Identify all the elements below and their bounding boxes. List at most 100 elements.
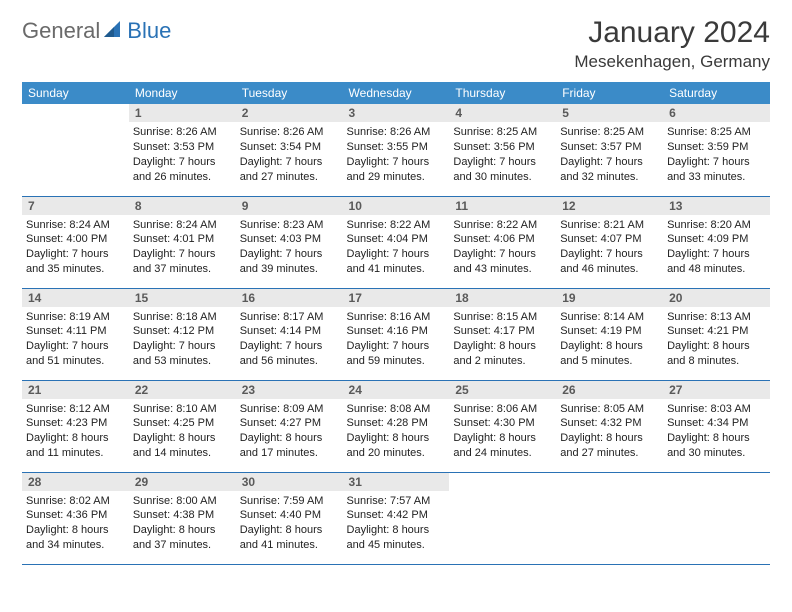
sunset-time: 4:36 PM [66, 509, 107, 521]
day-details: Sunrise: 8:12 AMSunset: 4:23 PMDaylight:… [22, 399, 129, 465]
sunrise-time: 8:24 AM [69, 219, 109, 231]
day-details: Sunrise: 8:19 AMSunset: 4:11 PMDaylight:… [22, 307, 129, 373]
day-number: 6 [663, 104, 770, 122]
daylight-duration: 8 hours and 37 minutes. [133, 524, 216, 551]
daylight-duration: 7 hours and 35 minutes. [26, 248, 109, 275]
sunrise-time: 7:57 AM [390, 495, 430, 507]
day-number: 18 [449, 289, 556, 307]
day-details: Sunrise: 8:02 AMSunset: 4:36 PMDaylight:… [22, 491, 129, 557]
sunrise-time: 8:22 AM [497, 219, 537, 231]
calendar-week-row: 28Sunrise: 8:02 AMSunset: 4:36 PMDayligh… [22, 472, 770, 564]
day-details: Sunrise: 8:25 AMSunset: 3:59 PMDaylight:… [663, 122, 770, 188]
calendar-day-cell: 11Sunrise: 8:22 AMSunset: 4:06 PMDayligh… [449, 196, 556, 288]
page-header: General Blue January 2024 Mesekenhagen, … [22, 16, 770, 72]
sunset-time: 4:12 PM [173, 325, 214, 337]
dow-header: Friday [556, 82, 663, 104]
calendar-day-cell: 20Sunrise: 8:13 AMSunset: 4:21 PMDayligh… [663, 288, 770, 380]
day-details: Sunrise: 8:13 AMSunset: 4:21 PMDaylight:… [663, 307, 770, 373]
day-number: 23 [236, 381, 343, 399]
calendar-day-cell: 18Sunrise: 8:15 AMSunset: 4:17 PMDayligh… [449, 288, 556, 380]
logo: General Blue [22, 18, 171, 44]
day-number: 22 [129, 381, 236, 399]
daylight-duration: 7 hours and 32 minutes. [560, 156, 643, 183]
day-number: 19 [556, 289, 663, 307]
calendar-day-cell: 30Sunrise: 7:59 AMSunset: 4:40 PMDayligh… [236, 472, 343, 564]
sunset-time: 4:25 PM [173, 417, 214, 429]
sunrise-time: 8:25 AM [710, 126, 750, 138]
calendar-day-cell: 14Sunrise: 8:19 AMSunset: 4:11 PMDayligh… [22, 288, 129, 380]
sunset-time: 4:28 PM [387, 417, 428, 429]
daylight-duration: 7 hours and 51 minutes. [26, 340, 109, 367]
day-details: Sunrise: 8:21 AMSunset: 4:07 PMDaylight:… [556, 215, 663, 281]
daylight-duration: 7 hours and 27 minutes. [240, 156, 323, 183]
calendar-day-cell: 25Sunrise: 8:06 AMSunset: 4:30 PMDayligh… [449, 380, 556, 472]
calendar-day-cell: 31Sunrise: 7:57 AMSunset: 4:42 PMDayligh… [343, 472, 450, 564]
day-number: 31 [343, 473, 450, 491]
logo-text-blue: Blue [127, 18, 171, 44]
calendar-day-cell: 21Sunrise: 8:12 AMSunset: 4:23 PMDayligh… [22, 380, 129, 472]
calendar-day-cell: 16Sunrise: 8:17 AMSunset: 4:14 PMDayligh… [236, 288, 343, 380]
sunrise-time: 8:26 AM [390, 126, 430, 138]
daylight-duration: 8 hours and 27 minutes. [560, 432, 643, 459]
day-details: Sunrise: 8:05 AMSunset: 4:32 PMDaylight:… [556, 399, 663, 465]
day-details: Sunrise: 8:26 AMSunset: 3:53 PMDaylight:… [129, 122, 236, 188]
sunset-time: 4:27 PM [280, 417, 321, 429]
day-number: 21 [22, 381, 129, 399]
daylight-duration: 8 hours and 14 minutes. [133, 432, 216, 459]
day-details: Sunrise: 8:25 AMSunset: 3:57 PMDaylight:… [556, 122, 663, 188]
sunrise-time: 8:17 AM [283, 311, 323, 323]
day-details: Sunrise: 8:24 AMSunset: 4:01 PMDaylight:… [129, 215, 236, 281]
dow-header: Wednesday [343, 82, 450, 104]
calendar-week-row: 21Sunrise: 8:12 AMSunset: 4:23 PMDayligh… [22, 380, 770, 472]
sunrise-time: 8:22 AM [390, 219, 430, 231]
sunrise-time: 8:24 AM [176, 219, 216, 231]
daylight-duration: 8 hours and 2 minutes. [453, 340, 536, 367]
sunrise-time: 8:21 AM [604, 219, 644, 231]
day-number: 5 [556, 104, 663, 122]
calendar-day-cell: 12Sunrise: 8:21 AMSunset: 4:07 PMDayligh… [556, 196, 663, 288]
day-number: 8 [129, 197, 236, 215]
sunset-time: 4:07 PM [601, 233, 642, 245]
daylight-duration: 7 hours and 29 minutes. [347, 156, 430, 183]
daylight-duration: 8 hours and 30 minutes. [667, 432, 750, 459]
sunset-time: 4:42 PM [387, 509, 428, 521]
daylight-duration: 7 hours and 46 minutes. [560, 248, 643, 275]
daylight-duration: 7 hours and 33 minutes. [667, 156, 750, 183]
daylight-duration: 7 hours and 39 minutes. [240, 248, 323, 275]
calendar-day-cell: 29Sunrise: 8:00 AMSunset: 4:38 PMDayligh… [129, 472, 236, 564]
day-details: Sunrise: 8:08 AMSunset: 4:28 PMDaylight:… [343, 399, 450, 465]
daylight-duration: 8 hours and 5 minutes. [560, 340, 643, 367]
day-details: Sunrise: 8:18 AMSunset: 4:12 PMDaylight:… [129, 307, 236, 373]
page-title: January 2024 [574, 16, 770, 50]
calendar-day-cell: 1Sunrise: 8:26 AMSunset: 3:53 PMDaylight… [129, 104, 236, 196]
sunset-time: 3:59 PM [707, 141, 748, 153]
day-number: 16 [236, 289, 343, 307]
calendar-day-cell: 27Sunrise: 8:03 AMSunset: 4:34 PMDayligh… [663, 380, 770, 472]
sunset-time: 4:01 PM [173, 233, 214, 245]
calendar-day-cell: 8Sunrise: 8:24 AMSunset: 4:01 PMDaylight… [129, 196, 236, 288]
calendar-day-cell: 3Sunrise: 8:26 AMSunset: 3:55 PMDaylight… [343, 104, 450, 196]
sunset-time: 4:00 PM [66, 233, 107, 245]
calendar-day-cell: 2Sunrise: 8:26 AMSunset: 3:54 PMDaylight… [236, 104, 343, 196]
sunset-time: 3:54 PM [280, 141, 321, 153]
day-details: Sunrise: 7:57 AMSunset: 4:42 PMDaylight:… [343, 491, 450, 557]
calendar-day-cell: 15Sunrise: 8:18 AMSunset: 4:12 PMDayligh… [129, 288, 236, 380]
sunset-time: 3:53 PM [173, 141, 214, 153]
daylight-duration: 8 hours and 20 minutes. [347, 432, 430, 459]
calendar-day-cell: 5Sunrise: 8:25 AMSunset: 3:57 PMDaylight… [556, 104, 663, 196]
day-number: 1 [129, 104, 236, 122]
sunrise-time: 8:10 AM [176, 403, 216, 415]
day-number: 11 [449, 197, 556, 215]
calendar-day-cell: 19Sunrise: 8:14 AMSunset: 4:19 PMDayligh… [556, 288, 663, 380]
logo-text-general: General [22, 18, 100, 44]
sunrise-time: 8:13 AM [710, 311, 750, 323]
daylight-duration: 8 hours and 8 minutes. [667, 340, 750, 367]
calendar-day-cell: 7Sunrise: 8:24 AMSunset: 4:00 PMDaylight… [22, 196, 129, 288]
sunrise-time: 8:23 AM [283, 219, 323, 231]
calendar-day-cell: 17Sunrise: 8:16 AMSunset: 4:16 PMDayligh… [343, 288, 450, 380]
day-number: 12 [556, 197, 663, 215]
day-details: Sunrise: 7:59 AMSunset: 4:40 PMDaylight:… [236, 491, 343, 557]
daylight-duration: 7 hours and 30 minutes. [453, 156, 536, 183]
daylight-duration: 7 hours and 26 minutes. [133, 156, 216, 183]
calendar-table: Sunday Monday Tuesday Wednesday Thursday… [22, 82, 770, 565]
